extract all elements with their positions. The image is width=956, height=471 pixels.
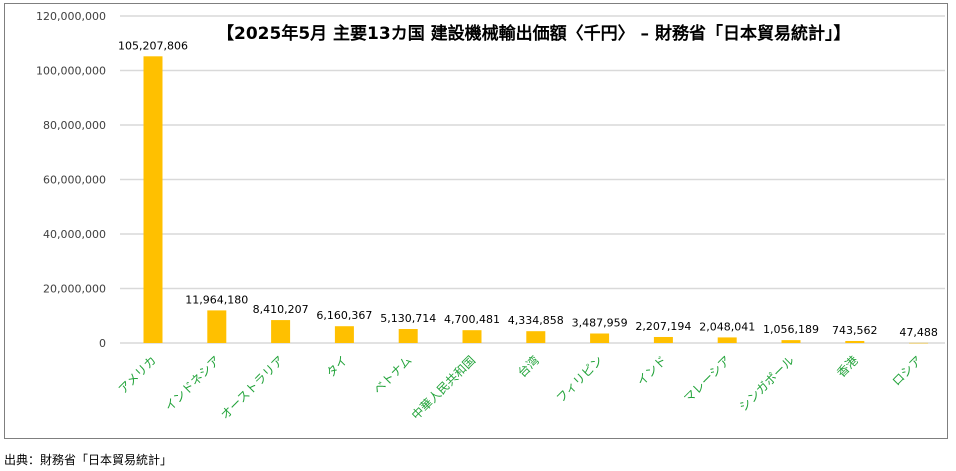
x-tick-label: マレーシア <box>681 353 733 405</box>
data-labels: 105,207,806 11,964,180 8,410,207 6,160,367 5… <box>118 39 938 339</box>
bar <box>462 330 482 343</box>
x-tick-label: アメリカ <box>116 353 159 396</box>
bar <box>653 336 673 343</box>
y-tick-label: 80,000,000 <box>43 119 106 132</box>
x-tick-label: ロシア <box>889 353 924 388</box>
bar <box>143 56 163 344</box>
bar <box>781 340 801 343</box>
data-label: 3,487,959 <box>572 316 628 329</box>
bar <box>845 340 865 343</box>
bar <box>526 331 546 343</box>
data-label: 743,562 <box>832 324 878 337</box>
data-label: 6,160,367 <box>316 309 372 322</box>
x-tick-label: インド <box>634 353 669 388</box>
x-tick-label: ベトナム <box>371 353 415 397</box>
data-label: 8,410,207 <box>253 303 309 316</box>
bars <box>143 56 929 344</box>
bar-chart: 0 20,000,000 40,000,000 60,000,000 80,000,00… <box>36 10 945 423</box>
y-tick-label: 40,000,000 <box>43 228 106 241</box>
x-tick-label: 台湾 <box>514 353 542 381</box>
source-note: 出典：財務省「日本貿易統計」 <box>4 453 173 467</box>
y-tick-label: 0 <box>99 337 106 350</box>
chart-title: 【2025年5月 主要13カ国 建設機械輸出価額〈千円〉 – 財務省「日本貿易統… <box>217 24 851 44</box>
y-axis-ticks: 0 20,000,000 40,000,000 60,000,000 80,000,00… <box>36 10 106 350</box>
data-label: 5,130,714 <box>380 312 436 325</box>
x-tick-label: オーストラリア <box>218 353 287 422</box>
bar <box>207 310 227 343</box>
data-label: 1,056,189 <box>763 323 819 336</box>
data-label: 105,207,806 <box>118 39 188 52</box>
data-label: 4,700,481 <box>444 313 500 326</box>
bar <box>717 337 737 343</box>
bar <box>909 342 929 344</box>
data-label: 2,207,194 <box>635 320 691 333</box>
data-label: 4,334,858 <box>508 314 564 327</box>
x-tick-label: フィリピン <box>554 353 606 405</box>
gridlines <box>120 15 945 344</box>
data-label: 2,048,041 <box>699 320 755 333</box>
y-tick-label: 100,000,000 <box>36 65 106 78</box>
x-tick-label: タイ <box>324 353 351 380</box>
y-tick-label: 60,000,000 <box>43 174 106 187</box>
bar <box>590 333 610 343</box>
y-tick-label: 120,000,000 <box>36 10 106 23</box>
bar <box>334 326 354 343</box>
chart-frame: 0 20,000,000 40,000,000 60,000,000 80,000,00… <box>4 3 948 439</box>
x-tick-label: 中華人民共和国 <box>408 353 478 423</box>
y-tick-label: 20,000,000 <box>43 283 106 296</box>
bar <box>398 329 418 343</box>
data-label: 47,488 <box>899 326 938 339</box>
bar <box>271 320 291 343</box>
x-tick-label: インドネシア <box>162 353 223 414</box>
x-tick-label: シンガポール <box>736 353 797 414</box>
x-tick-label: 香港 <box>834 353 861 380</box>
data-label: 11,964,180 <box>185 293 248 306</box>
